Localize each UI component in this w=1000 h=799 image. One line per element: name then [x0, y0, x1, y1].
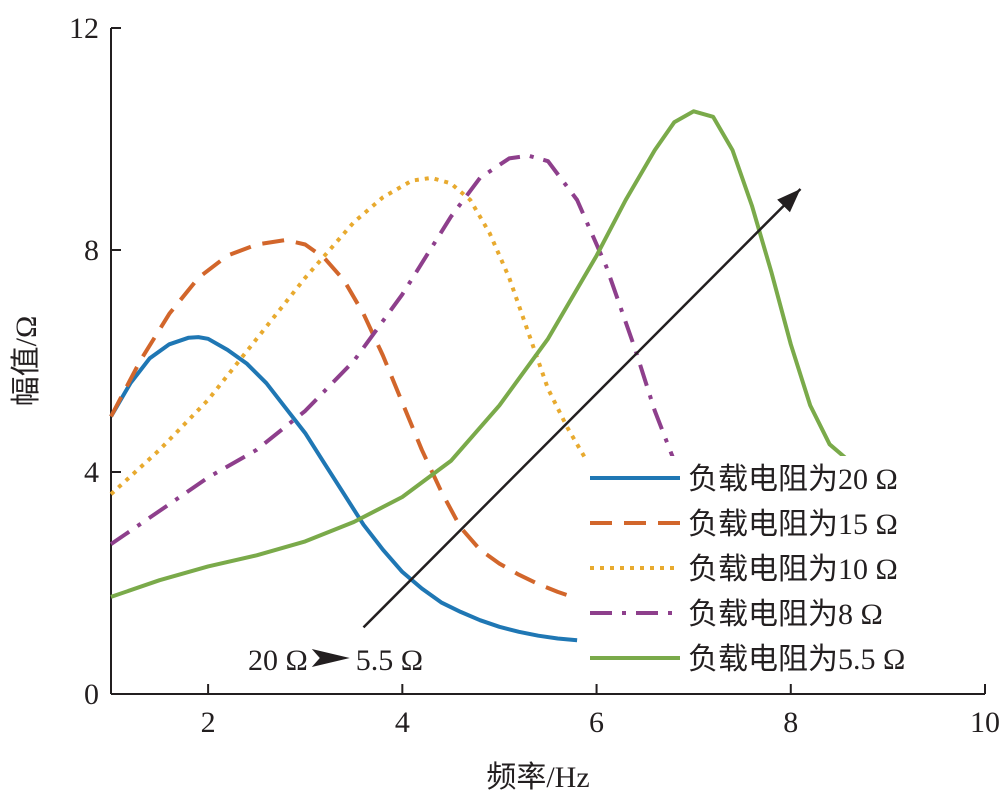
x-tick-label: 4	[395, 706, 410, 739]
axes: 2 4 6 8 10 0 4 8 12	[69, 12, 1000, 739]
y-tick-label: 12	[69, 12, 99, 45]
legend-label-1: 负载电阻为20 Ω	[688, 463, 898, 496]
series-line-5	[110, 109, 851, 599]
legend-bg	[586, 501, 986, 545]
legend: 负载电阻为20 Ω 负载电阻为15 Ω 负载电阻为10 Ω 负载电阻为8 Ω 负载电阻为…	[586, 456, 986, 680]
legend-label-3: 负载电阻为10 Ω	[688, 553, 898, 586]
series-line-1	[109, 335, 578, 643]
y-tick-label: 0	[84, 678, 99, 711]
legend-label-4: 负载电阻为8 Ω	[688, 598, 883, 631]
y-axis-label: 幅值/Ω	[10, 316, 43, 407]
y-tick-label: 8	[84, 234, 99, 267]
x-tick-label: 6	[589, 706, 604, 739]
x-tick-label: 10	[970, 706, 1000, 739]
trend-arrow: 5.5 Ω	[311, 188, 802, 677]
series-layer	[109, 109, 851, 643]
legend-label-5: 负载电阻为5.5 Ω	[688, 643, 905, 676]
x-axis-label: 频率/Hz	[486, 761, 589, 794]
series-line-2	[109, 238, 578, 601]
trend-arrow-head	[777, 188, 801, 213]
x-tick-label: 8	[783, 706, 798, 739]
legend-label-2: 负载电阻为15 Ω	[688, 508, 898, 541]
y-tick-label: 4	[84, 456, 99, 489]
annotation-arrow-icon	[311, 649, 350, 667]
x-tick-label: 2	[201, 706, 216, 739]
trend-annotation: 20 Ω	[248, 644, 308, 677]
trend-annotation-target: 5.5 Ω	[356, 644, 423, 677]
series-line-3	[109, 175, 589, 496]
trend-arrow-line	[362, 188, 802, 629]
series-line-4	[109, 153, 677, 546]
